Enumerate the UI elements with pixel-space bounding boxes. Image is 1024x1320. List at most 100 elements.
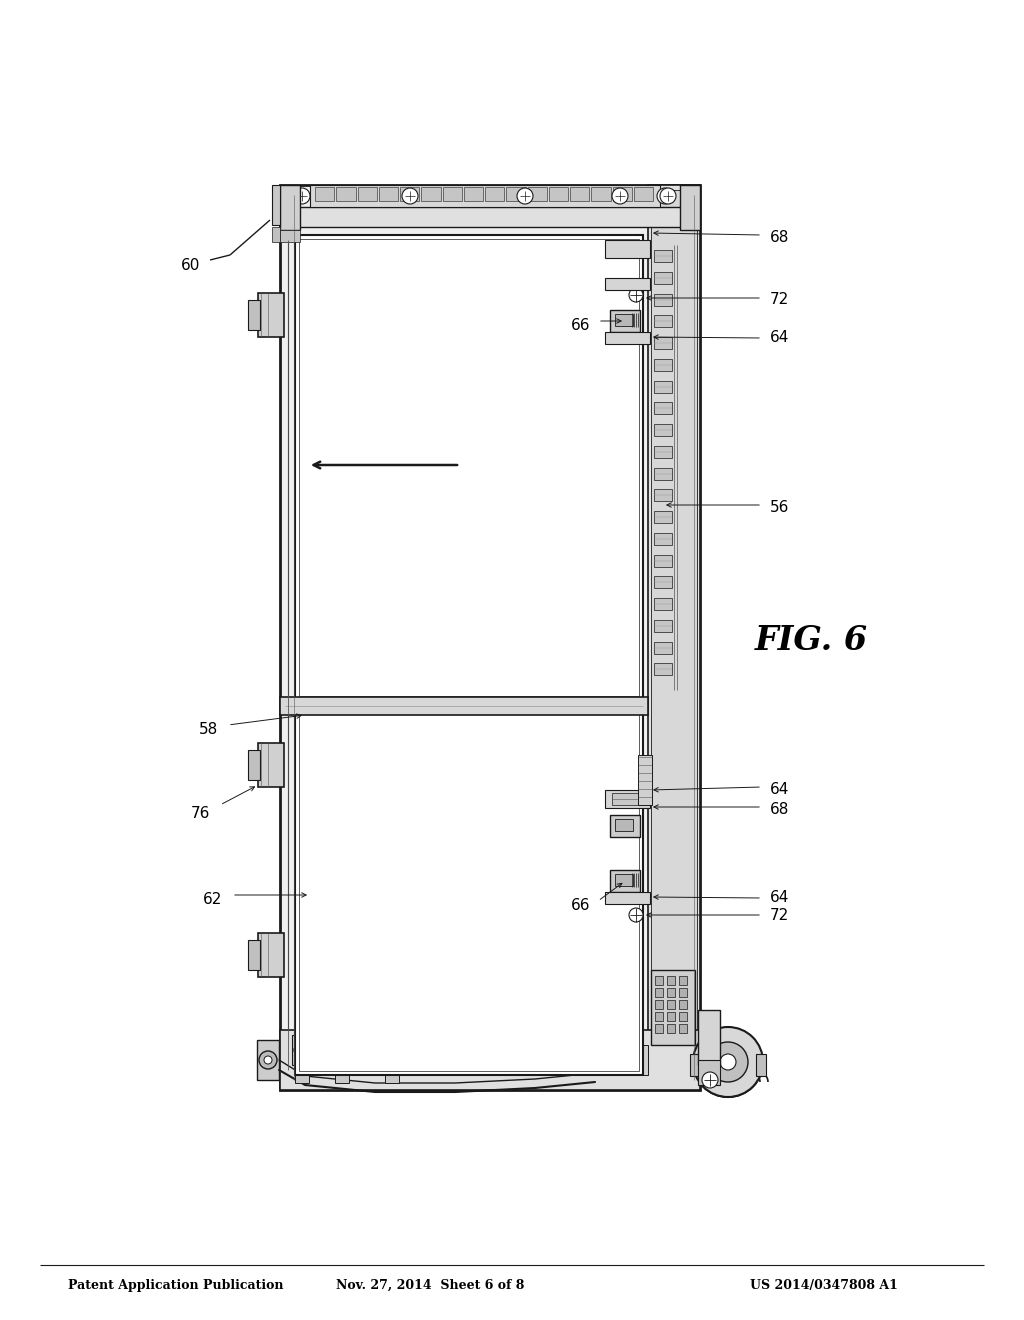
Bar (605, 333, 650, 345)
Bar (756, 1053, 766, 1076)
Bar (654, 642, 672, 653)
Bar (605, 892, 650, 904)
Bar (605, 789, 650, 808)
Bar (527, 187, 547, 201)
Bar (634, 187, 653, 201)
Bar (561, 1045, 589, 1074)
Bar (295, 710, 643, 1074)
Bar (442, 187, 462, 201)
Bar (680, 185, 700, 230)
Bar (615, 314, 633, 326)
Bar (280, 230, 300, 242)
Bar (654, 577, 672, 589)
Bar (654, 511, 672, 523)
Bar (679, 1024, 687, 1034)
Circle shape (517, 187, 534, 205)
Text: Patent Application Publication: Patent Application Publication (68, 1279, 284, 1291)
Bar (690, 1053, 700, 1076)
Bar (258, 293, 284, 337)
Bar (654, 337, 672, 348)
Bar (357, 187, 377, 201)
Text: US 2014/0347808 A1: US 2014/0347808 A1 (750, 1279, 898, 1291)
Bar (315, 187, 334, 201)
Bar (620, 1045, 648, 1074)
Bar (248, 940, 260, 970)
Bar (679, 1001, 687, 1008)
Circle shape (612, 187, 628, 205)
Bar (667, 1012, 675, 1020)
Bar (654, 446, 672, 458)
Circle shape (402, 187, 418, 205)
Bar (502, 1045, 530, 1074)
Bar (258, 933, 284, 977)
Bar (698, 1010, 720, 1065)
Bar (655, 975, 663, 985)
Bar (608, 1038, 643, 1049)
Bar (654, 293, 672, 305)
Bar (615, 818, 633, 832)
Bar (443, 1045, 471, 1074)
Bar (570, 187, 589, 201)
Bar (667, 1024, 675, 1034)
Bar (385, 1065, 399, 1082)
Bar (654, 403, 672, 414)
Bar (651, 190, 697, 1085)
Bar (299, 714, 639, 1071)
Circle shape (660, 187, 676, 205)
Bar (615, 874, 633, 886)
Bar (248, 300, 260, 330)
Text: 56: 56 (770, 499, 790, 515)
Bar (272, 185, 280, 224)
Bar (421, 187, 440, 201)
Circle shape (702, 1072, 718, 1088)
Bar (654, 663, 672, 676)
Bar (248, 750, 260, 780)
Bar (654, 359, 672, 371)
Bar (667, 975, 675, 985)
Bar (654, 598, 672, 610)
Bar (257, 1040, 279, 1080)
Text: 66: 66 (570, 318, 590, 333)
Bar (295, 1065, 309, 1082)
Circle shape (259, 1051, 278, 1069)
Text: 66: 66 (570, 898, 590, 912)
Bar (655, 987, 663, 997)
Bar (698, 1060, 720, 1085)
Circle shape (629, 288, 643, 302)
Bar (485, 187, 504, 201)
Circle shape (657, 187, 673, 205)
Circle shape (629, 908, 643, 921)
Bar (612, 793, 640, 805)
Bar (651, 970, 695, 1045)
Bar (605, 240, 650, 257)
Circle shape (693, 1027, 763, 1097)
Bar (667, 1001, 675, 1008)
Bar (506, 187, 525, 201)
Bar (655, 1001, 663, 1008)
Bar (654, 380, 672, 392)
Bar (654, 554, 672, 566)
Text: 76: 76 (190, 805, 210, 821)
Text: Nov. 27, 2014  Sheet 6 of 8: Nov. 27, 2014 Sheet 6 of 8 (336, 1279, 524, 1291)
Bar (379, 187, 398, 201)
Text: 58: 58 (199, 722, 218, 738)
Bar (605, 279, 650, 290)
Bar (299, 239, 639, 696)
Bar (280, 1030, 700, 1090)
Bar (292, 1035, 310, 1065)
Bar (654, 620, 672, 632)
Text: 72: 72 (770, 293, 790, 308)
Text: 72: 72 (770, 908, 790, 923)
Text: 68: 68 (770, 803, 790, 817)
Text: 64: 64 (770, 783, 790, 797)
Bar (654, 490, 672, 502)
Bar (654, 315, 672, 327)
Text: 68: 68 (770, 230, 790, 244)
Bar (335, 1065, 349, 1082)
Bar (272, 227, 280, 242)
Bar (612, 187, 632, 201)
Bar (655, 1012, 663, 1020)
Bar (400, 187, 419, 201)
Bar (679, 975, 687, 985)
Bar (295, 235, 643, 700)
